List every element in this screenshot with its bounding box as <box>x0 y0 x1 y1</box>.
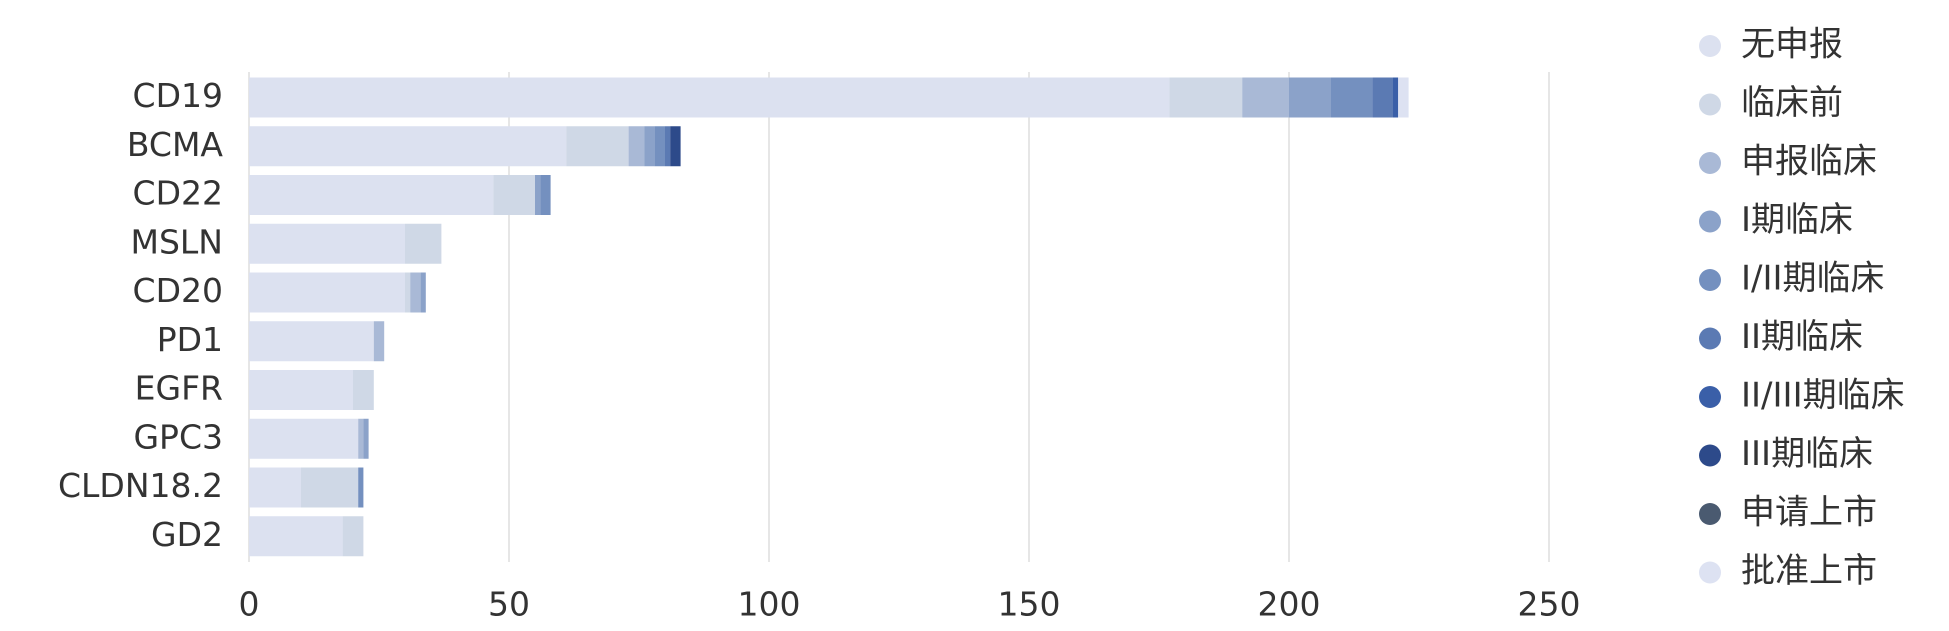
legend-marker <box>1699 386 1721 408</box>
legend-marker <box>1699 35 1721 57</box>
bar-segment <box>1242 77 1289 118</box>
y-tick-label: CD20 <box>133 271 223 310</box>
bar-segment <box>535 175 541 215</box>
bar-segment <box>644 126 655 167</box>
legend-label: 申报临床 <box>1741 142 1877 182</box>
y-tick-label: MSLN <box>131 222 224 261</box>
bar-segment <box>1372 77 1393 118</box>
bar-segment <box>358 418 364 459</box>
bar-segment <box>493 175 535 215</box>
bar-segment <box>353 370 374 410</box>
legend-label: I/II期临床 <box>1741 259 1885 299</box>
bar-segment <box>628 126 645 167</box>
x-tick-label: 250 <box>1518 585 1581 624</box>
bar-segment <box>249 77 1170 118</box>
bar-segment <box>249 418 359 459</box>
legend-label: III期临床 <box>1741 434 1873 474</box>
bar-segment <box>342 516 364 557</box>
legend-marker <box>1699 561 1721 584</box>
legend-marker <box>1699 152 1721 174</box>
bar-segment <box>410 272 421 313</box>
bar-segment <box>301 467 359 508</box>
legend-label: 无申报 <box>1741 25 1843 65</box>
legend-label: I期临床 <box>1741 200 1853 240</box>
x-tick-label: 200 <box>1258 585 1321 624</box>
bar-segment <box>1330 77 1373 118</box>
x-tick-label: 150 <box>998 585 1061 624</box>
bar-segment <box>249 467 301 508</box>
bar-segment <box>249 126 567 167</box>
bar-segment <box>566 126 629 167</box>
bar-segment <box>420 272 426 313</box>
legend-marker <box>1699 210 1721 233</box>
legend-marker <box>1699 269 1721 291</box>
y-tick-label: PD1 <box>157 320 223 359</box>
bar-segment <box>249 175 494 215</box>
bar-segment <box>373 321 385 362</box>
bar-segment <box>1393 77 1399 118</box>
x-tick-label: 0 <box>239 585 260 624</box>
bar-segment <box>249 516 343 557</box>
bar-segment <box>249 370 353 410</box>
legend-label: II/III期临床 <box>1741 376 1905 416</box>
bar-segment <box>1289 77 1331 118</box>
legend-label: 批准上市 <box>1741 551 1877 591</box>
y-tick-label: GPC3 <box>133 417 223 456</box>
y-tick-label: BCMA <box>127 125 224 164</box>
x-tick-label: 100 <box>738 585 801 624</box>
y-tick-label: CLDN18.2 <box>58 466 223 505</box>
y-tick-label: GD2 <box>151 515 223 554</box>
bar-segment <box>654 126 665 167</box>
bar-segment <box>363 418 369 459</box>
bar-segment <box>249 321 374 362</box>
legend-marker <box>1699 444 1721 467</box>
bar-segment <box>540 175 551 215</box>
legend-marker <box>1699 327 1721 350</box>
bar-segment <box>405 272 411 313</box>
legend-marker <box>1699 503 1721 525</box>
legend-label: II期临床 <box>1741 317 1863 357</box>
bar-segment <box>670 126 681 167</box>
x-tick-label: 50 <box>488 585 530 624</box>
legend-label: 申请上市 <box>1741 493 1877 533</box>
bar-segment <box>405 223 442 264</box>
bar-segment <box>1169 77 1243 118</box>
y-tick-label: CD19 <box>133 76 223 115</box>
bar-segment <box>358 467 364 508</box>
bar-segment <box>665 126 671 167</box>
bar-segment <box>1398 77 1409 118</box>
bar-segment <box>249 223 405 264</box>
y-tick-label: EGFR <box>135 369 223 408</box>
bar-segment <box>249 272 405 313</box>
legend-label: 临床前 <box>1741 83 1843 123</box>
legend-marker <box>1699 93 1721 116</box>
y-tick-label: CD22 <box>133 174 223 213</box>
